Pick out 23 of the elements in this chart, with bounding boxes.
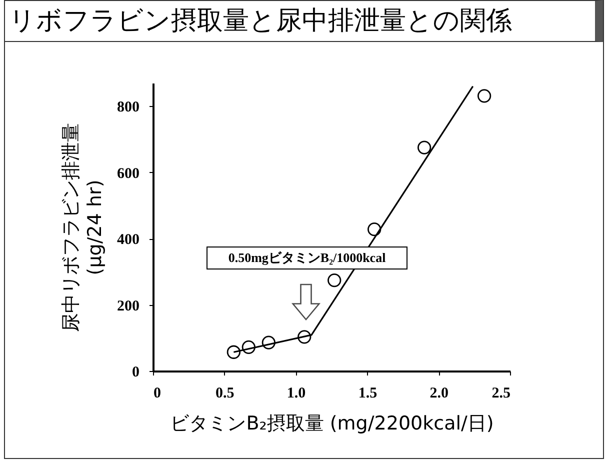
- x-tick-label: 0: [154, 386, 161, 402]
- point: [328, 273, 342, 288]
- x-tick-label: 2.5: [492, 386, 510, 402]
- point: [368, 222, 382, 236]
- annotation: 0.50mgビタミンB₂/1000kcal: [228, 250, 386, 265]
- point: [417, 140, 432, 154]
- y-axis-title: 尿中リボフラビン排泄量 (µg/24 hr): [60, 123, 106, 332]
- point: [262, 336, 276, 350]
- y-tick-label: 0: [132, 364, 140, 380]
- y-tick-label: 200: [117, 298, 140, 314]
- y-tick-label: 400: [117, 232, 140, 248]
- x-tick-label: 2.0: [430, 386, 448, 402]
- x-axis-title: ビタミンB₂摂取量 (mg/2200kcal/日): [170, 412, 494, 434]
- x-tick-label: 0.5: [216, 386, 234, 402]
- point: [226, 345, 241, 359]
- chart-title: リボフラビン摂取量と尿中排泄量との関係: [4, 0, 603, 42]
- x-tick-label: 1.5: [358, 386, 378, 402]
- x-tick-label: 1.0: [286, 386, 306, 402]
- y-tick-label: 800: [117, 100, 140, 116]
- y-tick-label: 600: [117, 166, 140, 182]
- point: [242, 340, 256, 354]
- point: [477, 89, 492, 103]
- point: [298, 330, 312, 344]
